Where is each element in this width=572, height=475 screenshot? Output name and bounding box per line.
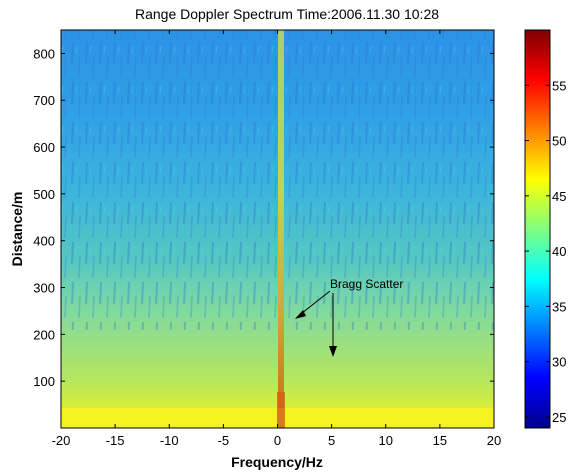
y-tick-label: 300 (33, 281, 55, 296)
colorbar-gradient (525, 30, 550, 428)
x-tick-label: 10 (379, 433, 393, 448)
y-axis-label: Distance/m (9, 192, 25, 267)
y-tick-label: 100 (33, 374, 55, 389)
x-tick-label: 15 (433, 433, 447, 448)
x-tick-label: 20 (487, 433, 501, 448)
x-tick-label: 5 (328, 433, 335, 448)
y-tick-label: 700 (33, 93, 55, 108)
colorbar-tick-label: 55 (552, 78, 566, 93)
colorbar-tick-label: 35 (552, 299, 566, 314)
colorbar-ticks: 25 30 35 40 45 50 55 (525, 78, 566, 425)
y-tick-label: 800 (33, 46, 55, 61)
plot-area (60, 29, 495, 429)
x-tick-label: -10 (160, 433, 179, 448)
colorbar-tick-label: 40 (552, 244, 566, 259)
chart-title: Range Doppler Spectrum Time:2006.11.30 1… (135, 6, 439, 22)
zero-doppler-line (278, 30, 284, 428)
colorbar-tick-label: 50 (552, 134, 566, 149)
x-tick-label: -5 (218, 433, 230, 448)
y-axis: 100 200 300 400 500 600 700 800 (33, 46, 494, 389)
zero-doppler-hotspot (277, 392, 285, 428)
x-axis-label: Frequency/Hz (231, 454, 323, 470)
colorbar: 25 30 35 40 45 50 55 (524, 29, 566, 429)
annotation-arrowhead-2 (329, 346, 337, 357)
y-tick-label: 500 (33, 187, 55, 202)
x-tick-label: -20 (52, 433, 71, 448)
colorbar-tick-label: 45 (552, 189, 566, 204)
annotation-label: Bragg Scatter (330, 277, 403, 291)
colorbar-tick-label: 30 (552, 355, 566, 370)
y-tick-label: 600 (33, 140, 55, 155)
colorbar-tick-label: 25 (552, 410, 566, 425)
x-tick-label: 0 (274, 433, 281, 448)
heatmap-texture (61, 30, 494, 330)
y-tick-label: 400 (33, 234, 55, 249)
x-axis: -20 -15 -10 -5 0 5 10 15 20 (52, 30, 501, 448)
annotation-arrowhead-1 (295, 310, 306, 319)
x-tick-label: -15 (106, 433, 125, 448)
annotation: Bragg Scatter (295, 277, 403, 357)
y-tick-label: 200 (33, 327, 55, 342)
colorbar-frame (524, 29, 551, 429)
